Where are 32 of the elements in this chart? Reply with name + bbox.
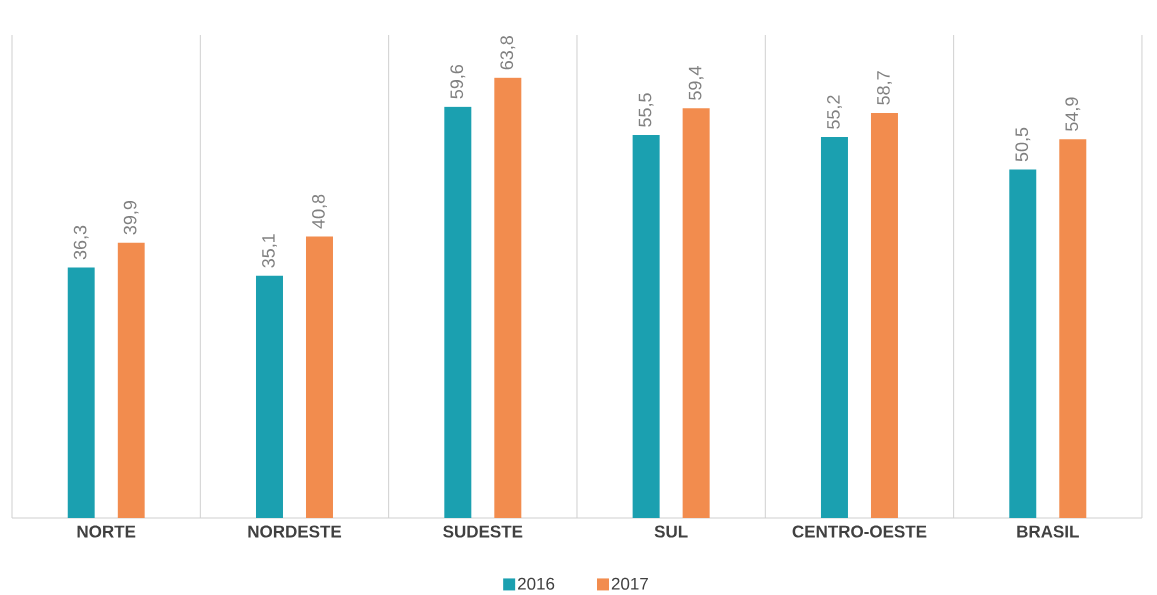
data-label: 58,7: [877, 71, 892, 105]
bar: [494, 77, 522, 518]
x-tick-label: NORTE: [77, 525, 136, 538]
data-label: 40,8: [312, 194, 327, 229]
bar: [305, 236, 333, 518]
legend-label: 2016: [518, 577, 555, 590]
x-tick-label: NORDESTE: [248, 525, 342, 538]
data-label: 59,4: [688, 66, 704, 100]
legend-label: 2017: [611, 577, 648, 590]
data-label: 63,8: [500, 35, 516, 70]
data-label: 55,2: [827, 95, 842, 129]
bar: [255, 275, 283, 518]
data-label: 54,9: [1065, 97, 1081, 131]
bar: [1059, 139, 1087, 518]
bar: [870, 112, 898, 518]
x-tick-label: BRASIL: [1017, 525, 1079, 538]
x-tick-label: SUDESTE: [443, 525, 523, 538]
data-label: 55,5: [638, 93, 654, 127]
bar: [632, 135, 660, 518]
bar: [67, 267, 95, 518]
data-label: 59,6: [450, 64, 466, 99]
data-label: 36,3: [73, 225, 89, 260]
data-label: 35,1: [262, 234, 277, 268]
bar: [117, 242, 145, 518]
x-tick-label: SUL: [654, 525, 688, 538]
bar: [682, 108, 710, 518]
x-tick-label: CENTRO-OESTE: [792, 525, 927, 538]
bar: [820, 137, 848, 518]
data-label: 39,9: [123, 200, 139, 235]
bar: [444, 106, 472, 518]
bar: [1009, 169, 1037, 518]
data-label: 50,5: [1015, 127, 1031, 162]
